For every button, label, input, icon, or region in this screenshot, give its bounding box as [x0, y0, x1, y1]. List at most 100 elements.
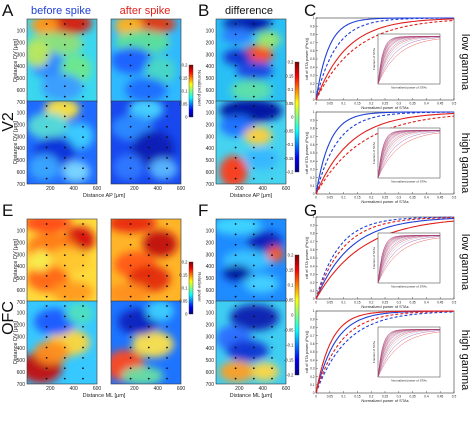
recording-site-dot — [271, 346, 273, 349]
recording-site-dot — [252, 264, 255, 267]
y-tick-label: 700 — [17, 100, 26, 106]
cdf-y-tick-label: 0.2 — [310, 281, 315, 285]
inset-curve — [377, 131, 441, 179]
cdf-y-tick-label: 0.3 — [310, 168, 315, 172]
colorbar-v2: 0.2 0.15 0.1 0.05 0 — [179, 63, 194, 120]
recording-site-dot — [234, 325, 237, 328]
cdf-y-tick-label: 0.2 — [310, 375, 315, 379]
inset-curve — [377, 38, 441, 85]
recording-site-dot — [252, 305, 255, 307]
y-tick-label: 100 — [206, 311, 215, 317]
cdf-y-axis-label: cdf of STA power (Pr(x)) — [304, 37, 309, 80]
recording-site-dot — [271, 233, 273, 236]
cdf-x-tick-label: 0.15 — [354, 395, 360, 399]
recording-site-dot — [166, 325, 168, 328]
y-tick-label: 400 — [206, 64, 215, 70]
heatmap-blob — [132, 330, 174, 358]
recording-site-dot — [82, 95, 84, 98]
recording-site-dot — [45, 295, 48, 298]
recording-site-dot — [82, 115, 84, 118]
recording-site-dot — [63, 125, 66, 128]
recording-site-dot — [63, 105, 66, 107]
recording-site-dot — [129, 54, 132, 57]
x-tick-label: 400 — [258, 386, 267, 392]
y-tick-label: 400 — [206, 264, 215, 270]
recording-site-dot — [147, 285, 150, 288]
heatmap-blob — [144, 55, 176, 86]
heatmap-v2-low-diff: 100 200 300 400 500 600 700 — [206, 18, 287, 106]
recording-site-dot — [45, 356, 48, 359]
x-tick-label: 200 — [130, 386, 139, 392]
recording-site-dot — [63, 156, 66, 159]
y-tick-label: 300 — [17, 134, 26, 140]
recording-site-dot — [82, 295, 84, 298]
recording-site-dot — [129, 295, 132, 298]
recording-site-dot — [63, 54, 66, 57]
recording-site-dot — [166, 43, 168, 46]
x-tick-label: 400 — [258, 186, 267, 192]
recording-site-dot — [166, 254, 168, 257]
cdf-y-tick-label: 0.5 — [310, 57, 315, 61]
recording-site-dot — [271, 54, 273, 57]
colorbar-v2-diff: 0.2 0.15 0.1 0.05 0 -0.05 -0.1 -0.15 -0.2 — [284, 60, 300, 175]
recording-site-dot — [234, 315, 237, 318]
recording-site-dot — [271, 177, 273, 180]
inset-curve — [377, 235, 440, 284]
inset-curve — [377, 329, 440, 378]
recording-site-dot — [271, 125, 273, 128]
colorbar-tick-label: 0 — [185, 312, 188, 317]
recording-site-dot — [129, 167, 132, 170]
recording-site-dot — [147, 223, 150, 225]
colorbar-tick-label: 0 — [185, 115, 188, 120]
recording-site-dot — [271, 377, 273, 380]
recording-site-dot — [45, 223, 48, 225]
cdf-y-tick-label: 0.4 — [310, 264, 315, 268]
recording-site-dot — [252, 274, 255, 277]
recording-site-dot — [82, 367, 84, 370]
inset-y-axis-label: Fraction of STAs — [372, 47, 376, 70]
cdf-y-tick-label: 1 — [313, 110, 315, 114]
recording-site-dot — [147, 325, 150, 328]
recording-site-dot — [166, 367, 168, 370]
cdf-y-tick-label: 1 — [313, 309, 315, 313]
recording-site-dot — [166, 295, 168, 298]
recording-site-dot — [252, 254, 255, 257]
heatmap-blob — [27, 219, 73, 233]
inset-curve — [377, 237, 441, 284]
recording-site-dot — [147, 274, 150, 277]
recording-site-dot — [234, 105, 237, 107]
heatmap-blob — [111, 283, 150, 302]
cdf-curve-solid-before — [315, 217, 455, 300]
cdf-curve-dashed-before — [315, 17, 454, 101]
y-tick-label: 100 — [206, 229, 215, 235]
recording-site-dot — [252, 74, 255, 77]
recording-site-dot — [271, 264, 273, 267]
y-tick-label: 300 — [206, 334, 215, 340]
heatmap-ofc-low-after — [110, 218, 182, 303]
recording-site-dot — [63, 95, 66, 98]
recording-site-dot — [271, 285, 273, 288]
recording-site-dot — [82, 125, 84, 128]
inset-x-axis-label: Normalized power of STAs — [391, 379, 427, 383]
colorbar-tick-label: -0.2 — [286, 170, 294, 175]
recording-site-dot — [63, 295, 66, 298]
recording-site-dot — [45, 377, 48, 380]
colorbar-ofc: 0.2 0.15 0.1 0.05 0 — [179, 260, 194, 317]
y-tick-label: 600 — [206, 370, 215, 376]
x-tick-label: 400 — [153, 186, 162, 192]
cdf-x-axis-label: Normalized power of STAs — [361, 199, 408, 204]
inset-y-axis-label: Fraction of STAs — [372, 141, 376, 164]
cdf-x-tick-label: 0.45 — [437, 395, 443, 399]
recording-site-dot — [129, 243, 132, 246]
recording-site-dot — [82, 54, 84, 57]
y-axis-label: Distance DV [μm] — [13, 239, 19, 282]
row-label-v2: V2 — [0, 112, 17, 132]
recording-site-dot — [45, 64, 48, 67]
colorbar-tick-label: 0.15 — [179, 273, 188, 278]
recording-site-dot — [129, 336, 132, 339]
recording-site-dot — [45, 136, 48, 139]
cdf-x-tick-label: 0.1 — [341, 102, 346, 106]
recording-site-dot — [252, 367, 255, 370]
y-tick-label: 700 — [206, 100, 215, 106]
cdf-y-tick-label: 0.2 — [310, 82, 315, 86]
